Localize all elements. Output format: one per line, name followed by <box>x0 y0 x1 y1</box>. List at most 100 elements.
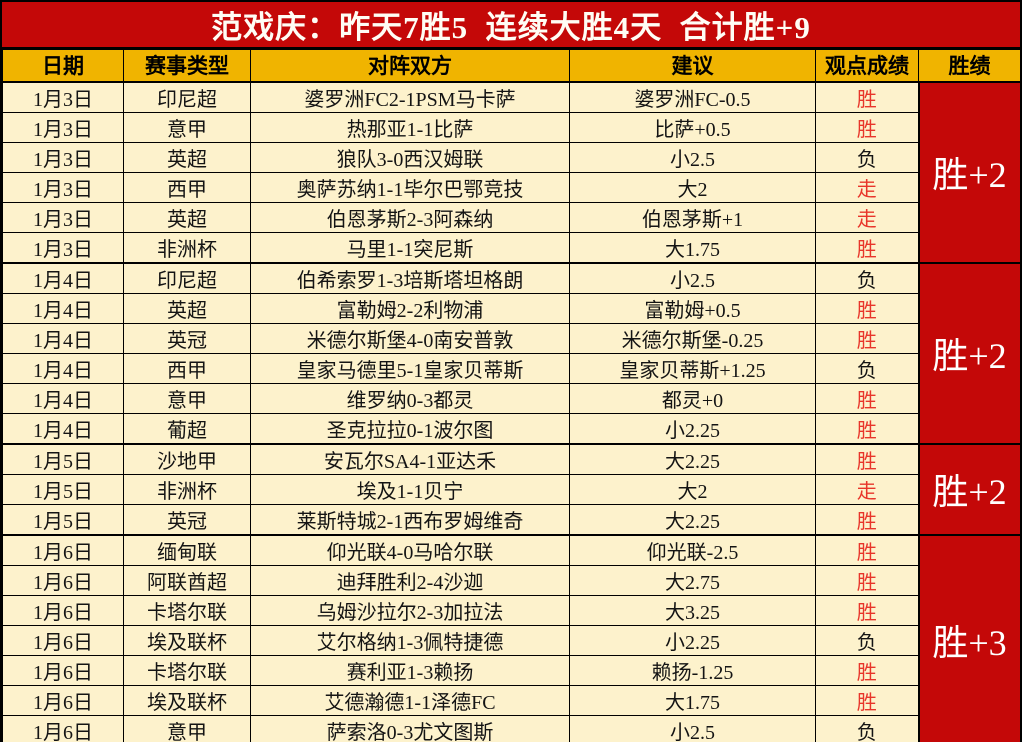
date-cell: 1月4日 <box>2 292 124 324</box>
date-cell: 1月4日 <box>2 352 124 384</box>
league-cell: 非洲杯 <box>123 473 251 505</box>
table-row: 1月6日 埃及联杯 艾尔格纳1-3佩特捷德 小2.25 负 <box>2 624 1021 656</box>
date-cell: 1月3日 <box>2 141 124 173</box>
result-cell: 走 <box>815 201 919 233</box>
table-row: 1月3日 西甲 奥萨苏纳1-1毕尔巴鄂竞技 大2 走 <box>2 171 1021 203</box>
league-cell: 英冠 <box>123 503 251 535</box>
header-date: 日期 <box>2 49 124 82</box>
match-cell: 狼队3-0西汉姆联 <box>250 141 570 173</box>
result-cell: 负 <box>815 352 919 384</box>
table-row: 1月3日 英超 伯恩茅斯2-3阿森纳 伯恩茅斯+1 走 <box>2 201 1021 233</box>
streak-summary-cell: 胜+3 <box>917 533 1022 742</box>
match-cell: 皇家马德里5-1皇家贝蒂斯 <box>250 352 570 384</box>
match-cell: 仰光联4-0马哈尔联 <box>250 533 570 566</box>
date-cell: 1月6日 <box>2 564 124 596</box>
result-cell: 胜 <box>815 80 919 113</box>
table-row: 1月6日 阿联酋超 迪拜胜利2-4沙迦 大2.75 胜 <box>2 564 1021 596</box>
date-cell: 1月3日 <box>2 201 124 233</box>
tip-cell: 都灵+0 <box>569 382 816 414</box>
tip-cell: 米德尔斯堡-0.25 <box>569 322 816 354</box>
date-cell: 1月6日 <box>2 594 124 626</box>
tip-cell: 大2.25 <box>569 503 816 535</box>
league-cell: 西甲 <box>123 171 251 203</box>
match-cell: 艾德瀚德1-1泽德FC <box>250 684 570 716</box>
league-cell: 意甲 <box>123 714 251 742</box>
match-cell: 伯恩茅斯2-3阿森纳 <box>250 201 570 233</box>
result-cell: 胜 <box>815 594 919 626</box>
league-cell: 意甲 <box>123 111 251 143</box>
date-cell: 1月6日 <box>2 684 124 716</box>
result-cell: 走 <box>815 473 919 505</box>
streak-summary-cell: 胜+2 <box>917 261 1022 445</box>
tip-cell: 大2 <box>569 171 816 203</box>
date-cell: 1月6日 <box>2 654 124 686</box>
match-cell: 埃及1-1贝宁 <box>250 473 570 505</box>
result-cell: 胜 <box>815 111 919 143</box>
result-cell: 负 <box>815 261 919 294</box>
league-cell: 英超 <box>123 292 251 324</box>
tip-cell: 小2.5 <box>569 141 816 173</box>
table-row: 1月3日 英超 狼队3-0西汉姆联 小2.5 负 <box>2 141 1021 173</box>
results-table: 日期 赛事类型 对阵双方 建议 观点成绩 胜绩 1月3日 印尼超 婆罗洲FC2-1P… <box>2 49 1022 742</box>
date-cell: 1月5日 <box>2 503 124 535</box>
league-cell: 阿联酋超 <box>123 564 251 596</box>
league-cell: 葡超 <box>123 412 251 444</box>
match-cell: 马里1-1突尼斯 <box>250 231 570 263</box>
match-cell: 婆罗洲FC2-1PSM马卡萨 <box>250 80 570 113</box>
match-cell: 乌姆沙拉尔2-3加拉法 <box>250 594 570 626</box>
result-cell: 胜 <box>815 412 919 444</box>
result-cell: 胜 <box>815 322 919 354</box>
league-cell: 卡塔尔联 <box>123 654 251 686</box>
result-cell: 胜 <box>815 231 919 263</box>
match-cell: 莱斯特城2-1西布罗姆维奇 <box>250 503 570 535</box>
league-cell: 埃及联杯 <box>123 624 251 656</box>
tip-cell: 赖扬-1.25 <box>569 654 816 686</box>
table-row: 1月3日 印尼超 婆罗洲FC2-1PSM马卡萨 婆罗洲FC-0.5 胜胜+2 <box>2 80 1022 264</box>
table-row: 1月6日 卡塔尔联 乌姆沙拉尔2-3加拉法 大3.25 胜 <box>2 594 1021 626</box>
header-league: 赛事类型 <box>123 49 251 82</box>
tip-cell: 仰光联-2.5 <box>569 533 816 566</box>
table-row: 1月5日 非洲杯 埃及1-1贝宁 大2 走 <box>2 473 1021 505</box>
date-cell: 1月6日 <box>2 624 124 656</box>
date-cell: 1月4日 <box>2 261 124 294</box>
result-cell: 胜 <box>815 382 919 414</box>
result-cell: 胜 <box>815 503 919 535</box>
tip-cell: 比萨+0.5 <box>569 111 816 143</box>
table-row: 1月4日 英冠 米德尔斯堡4-0南安普敦 米德尔斯堡-0.25 胜 <box>2 322 1021 354</box>
table-row: 1月5日 英冠 莱斯特城2-1西布罗姆维奇 大2.25 胜 <box>2 503 1021 535</box>
result-cell: 胜 <box>815 654 919 686</box>
table-row: 1月6日 缅甸联 仰光联4-0马哈尔联 仰光联-2.5 胜胜+3 <box>2 533 1022 742</box>
match-cell: 富勒姆2-2利物浦 <box>250 292 570 324</box>
league-cell: 印尼超 <box>123 80 251 113</box>
table-body: 1月3日 印尼超 婆罗洲FC2-1PSM马卡萨 婆罗洲FC-0.5 胜胜+2 1月3日 意甲… <box>2 80 1022 742</box>
streak-summary-cell: 胜+2 <box>917 80 1022 264</box>
tip-cell: 富勒姆+0.5 <box>569 292 816 324</box>
league-cell: 英冠 <box>123 322 251 354</box>
header-row: 日期 赛事类型 对阵双方 建议 观点成绩 胜绩 <box>2 49 1021 82</box>
tip-cell: 大2.75 <box>569 564 816 596</box>
date-cell: 1月5日 <box>2 473 124 505</box>
league-cell: 非洲杯 <box>123 231 251 263</box>
league-cell: 西甲 <box>123 352 251 384</box>
table-row: 1月6日 意甲 萨索洛0-3尤文图斯 小2.5 负 <box>2 714 1021 742</box>
league-cell: 英超 <box>123 141 251 173</box>
date-cell: 1月4日 <box>2 382 124 414</box>
league-cell: 卡塔尔联 <box>123 594 251 626</box>
tip-cell: 大2 <box>569 473 816 505</box>
match-cell: 米德尔斯堡4-0南安普敦 <box>250 322 570 354</box>
result-cell: 胜 <box>815 533 919 566</box>
date-cell: 1月6日 <box>2 714 124 742</box>
table-row: 1月4日 西甲 皇家马德里5-1皇家贝蒂斯 皇家贝蒂斯+1.25 负 <box>2 352 1021 384</box>
tip-cell: 小2.25 <box>569 624 816 656</box>
match-cell: 圣克拉拉0-1波尔图 <box>250 412 570 444</box>
league-cell: 英超 <box>123 201 251 233</box>
page-title: 范戏庆：昨天7胜5 连续大胜4天 合计胜+9 <box>211 10 811 45</box>
match-cell: 热那亚1-1比萨 <box>250 111 570 143</box>
tip-cell: 皇家贝蒂斯+1.25 <box>569 352 816 384</box>
match-cell: 奥萨苏纳1-1毕尔巴鄂竞技 <box>250 171 570 203</box>
match-cell: 萨索洛0-3尤文图斯 <box>250 714 570 742</box>
match-cell: 安瓦尔SA4-1亚达禾 <box>250 442 570 475</box>
result-cell: 胜 <box>815 442 919 475</box>
table-row: 1月6日 卡塔尔联 赛利亚1-3赖扬 赖扬-1.25 胜 <box>2 654 1021 686</box>
